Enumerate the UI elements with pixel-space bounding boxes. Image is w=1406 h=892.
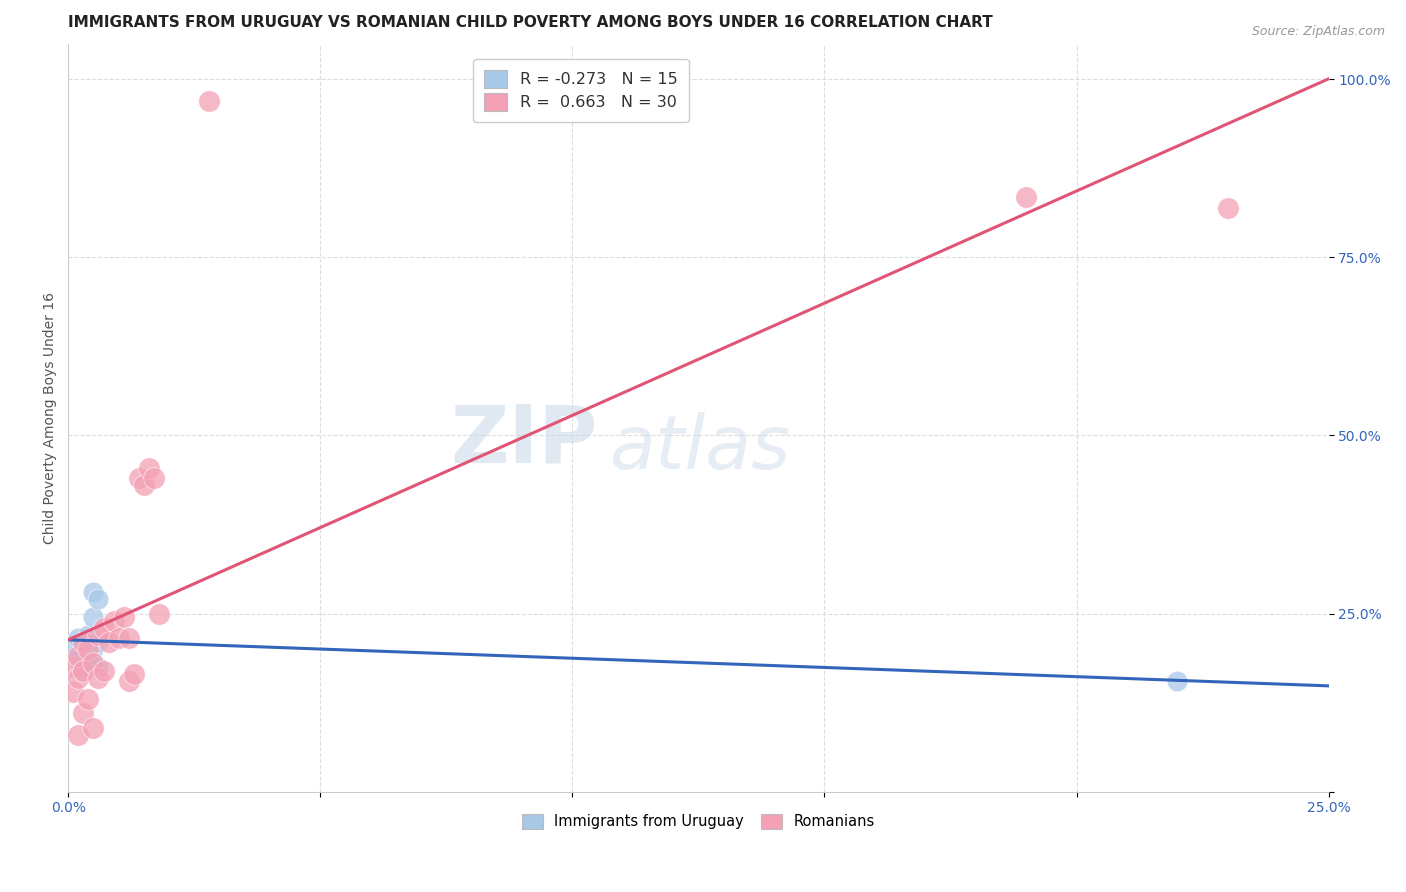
Point: [62, 660, 84, 674]
Text: ZIP: ZIP: [450, 401, 598, 479]
Point: [97, 635, 120, 649]
Point: [138, 460, 160, 475]
Point: [122, 667, 145, 681]
Point: [82, 610, 104, 624]
Point: [62, 685, 84, 699]
Legend: Immigrants from Uruguay, Romanians: Immigrants from Uruguay, Romanians: [515, 806, 882, 837]
Point: [87, 592, 110, 607]
Point: [1166, 674, 1188, 689]
Point: [93, 664, 115, 678]
Point: [82, 642, 104, 657]
Point: [67, 671, 90, 685]
Point: [72, 660, 94, 674]
Point: [72, 706, 94, 721]
Point: [1015, 190, 1038, 204]
Point: [128, 471, 150, 485]
Point: [82, 657, 104, 671]
Point: [93, 621, 115, 635]
Point: [77, 642, 100, 657]
Point: [67, 728, 90, 742]
Point: [87, 660, 110, 674]
Point: [67, 632, 90, 646]
Point: [142, 471, 165, 485]
Point: [118, 632, 141, 646]
Point: [87, 635, 110, 649]
Point: [132, 478, 155, 492]
Text: Source: ZipAtlas.com: Source: ZipAtlas.com: [1251, 25, 1385, 38]
Point: [77, 692, 100, 706]
Point: [87, 628, 110, 642]
Point: [112, 610, 135, 624]
Point: [1216, 201, 1239, 215]
Point: [62, 642, 84, 657]
Point: [67, 649, 90, 664]
Point: [198, 94, 221, 108]
Point: [148, 607, 170, 621]
Text: IMMIGRANTS FROM URUGUAY VS ROMANIAN CHILD POVERTY AMONG BOYS UNDER 16 CORRELATIO: IMMIGRANTS FROM URUGUAY VS ROMANIAN CHIL…: [69, 15, 993, 30]
Point: [82, 585, 104, 599]
Point: [72, 664, 94, 678]
Point: [82, 721, 104, 735]
Point: [107, 632, 129, 646]
Point: [118, 674, 141, 689]
Point: [77, 628, 100, 642]
Point: [87, 671, 110, 685]
Point: [67, 653, 90, 667]
Point: [103, 614, 125, 628]
Point: [77, 649, 100, 664]
Point: [72, 635, 94, 649]
Point: [77, 646, 100, 660]
Y-axis label: Child Poverty Among Boys Under 16: Child Poverty Among Boys Under 16: [44, 292, 58, 543]
Text: atlas: atlas: [610, 411, 792, 483]
Point: [72, 635, 94, 649]
